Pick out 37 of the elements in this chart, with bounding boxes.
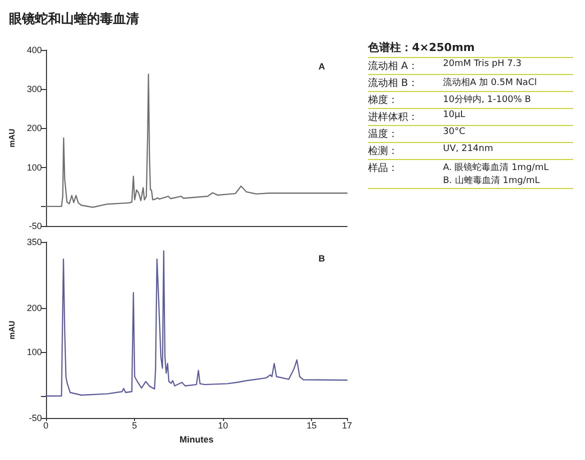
text: 10μL xyxy=(443,110,466,122)
text: 色谱柱：4×250mm xyxy=(368,40,573,58)
text: 温度： xyxy=(368,128,399,141)
x-tick-label: 5 xyxy=(132,420,137,430)
text: 流动相 B： xyxy=(368,76,420,90)
text: 梯度： xyxy=(368,94,399,107)
text: 流动相A 加 0.5M NaCl xyxy=(443,76,538,90)
y-tick-label: 350 xyxy=(26,237,42,247)
x-tick-label: 17 xyxy=(342,420,352,430)
y-axis-title: mAU xyxy=(8,320,16,340)
y-tick-label: 400 xyxy=(26,45,42,55)
text: 流动相 A： xyxy=(368,60,420,73)
text: 30°C xyxy=(443,127,466,139)
line-series xyxy=(45,250,348,397)
annotation: B xyxy=(318,254,326,264)
y-tick-label: 200 xyxy=(26,123,42,134)
text: 进样体积： xyxy=(368,110,419,124)
y-axis-title: mAU xyxy=(8,128,16,148)
x-tick-label: 15 xyxy=(306,420,317,430)
text: 样品： xyxy=(368,162,399,176)
text: 20mM Tris pH 7.3 xyxy=(443,59,522,71)
x-tick-label: 10 xyxy=(218,420,228,430)
y-tick-label: 200 xyxy=(26,303,42,313)
x-tick-label: 0 xyxy=(43,420,48,430)
y-tick-label: 100 xyxy=(26,347,42,357)
y-tick-label: -50 xyxy=(28,413,42,423)
x-axis-title: Minutes xyxy=(179,434,214,444)
text: UV, 214nm xyxy=(443,144,494,156)
y-tick-label: 300 xyxy=(26,84,42,94)
text: 10分钟内, 1-100% B xyxy=(443,94,532,107)
text: 检测： xyxy=(368,144,399,158)
text: A. 眼镜蛇毒血清 1mg/mL B. 山蝰毒血清 1mg/mL xyxy=(443,162,550,187)
chart-title: 眼镜蛇和山蝰的毒血清 xyxy=(9,11,139,27)
y-tick-label: -50 xyxy=(28,221,42,231)
annotation: A xyxy=(318,62,326,72)
line-series xyxy=(45,74,348,208)
y-tick-label: 100 xyxy=(26,162,42,172)
